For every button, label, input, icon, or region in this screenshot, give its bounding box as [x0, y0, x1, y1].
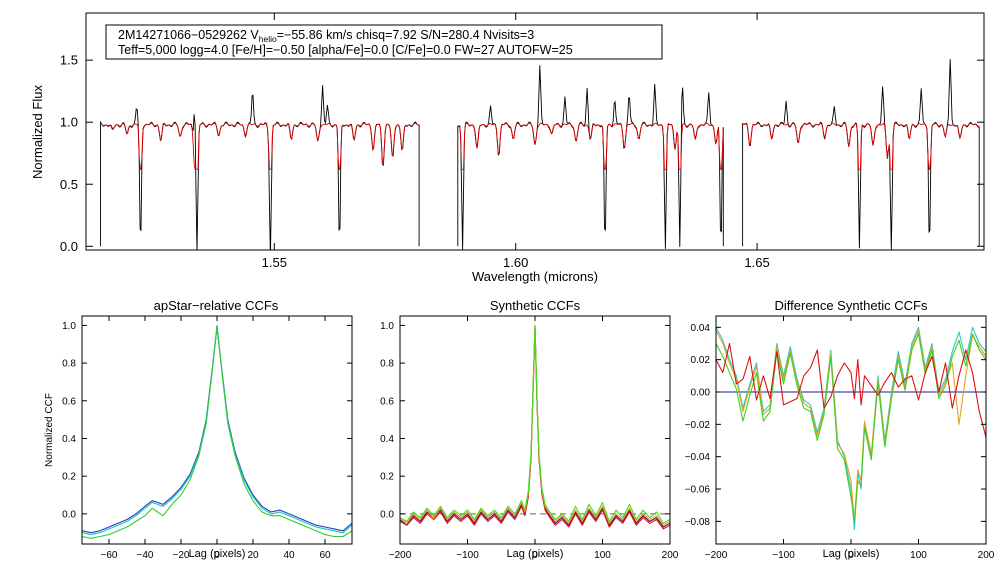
difference-series-red — [716, 342, 986, 438]
spectrum-panel: 1.55 1.60 1.65 0.0 0.5 1.0 1.5 2M14271066−0529… — [30, 12, 985, 284]
apstar-series-green — [82, 324, 352, 539]
difference-frame — [715, 315, 987, 545]
synthetic-y-tick-label: 1.0 — [380, 321, 394, 332]
apstar-y-tick-label: 0.6 — [62, 396, 76, 407]
synthetic-series-green — [400, 324, 670, 524]
apstar-plot-area — [82, 324, 352, 539]
apstar-x-tick-label: −40 — [137, 550, 154, 561]
spectrum-observed-chip-2 — [457, 65, 724, 250]
synthetic-x-tick-label: 100 — [594, 550, 611, 561]
apstar-y-tick-label: 0.4 — [62, 434, 76, 445]
synthetic-x-tick-label: 200 — [662, 550, 679, 561]
spectrum-y-tick-label: 1.0 — [60, 115, 78, 130]
spectrum-y-tick-label: 0.5 — [60, 177, 78, 192]
synthetic-ticks: −200 −100 0 100 200 0.0 0.2 0.4 0.6 0.8 1.0 — [380, 316, 679, 561]
apstar-title: apStar−relative CCFs — [154, 298, 279, 313]
difference-y-tick-label: −0.06 — [685, 485, 711, 496]
apstar-frame — [81, 315, 353, 545]
spectrum-model-chip-3 — [742, 122, 980, 170]
difference-title: Difference Synthetic CCFs — [775, 298, 928, 313]
difference-x-tick-label: 200 — [978, 550, 995, 561]
spectrum-model-chip-2 — [457, 122, 724, 170]
annotation-line-1: 2M14271066−0529262 Vhelio=−55.86 km/s ch… — [118, 28, 534, 44]
apstar-y-tick-label: 0.8 — [62, 359, 76, 370]
synthetic-series-purple — [400, 326, 670, 528]
spectrum-x-tick-label: 1.60 — [503, 255, 528, 270]
synthetic-x-axis-label: Lag (pixels) — [507, 548, 564, 560]
synthetic-y-tick-label: 0.2 — [380, 472, 394, 483]
annotation-frame — [105, 24, 663, 60]
synthetic-x-tick-label: −100 — [456, 550, 479, 561]
synthetic-series-orange — [400, 324, 670, 526]
difference-plot-area — [716, 326, 986, 530]
synthetic-title: Synthetic CCFs — [490, 298, 581, 313]
synthetic-series-red — [400, 324, 670, 530]
apstar-y-tick-label: 1.0 — [62, 321, 76, 332]
difference-y-tick-label: 0.02 — [691, 355, 711, 366]
difference-x-tick-label: −200 — [705, 550, 728, 561]
apstar-x-tick-label: 20 — [247, 550, 259, 561]
synthetic-x-tick-label: 0 — [532, 550, 538, 561]
apstar-x-tick-label: −20 — [173, 550, 190, 561]
spectrum-y-axis-label: Normalized Flux — [30, 85, 45, 179]
difference-x-axis-label: Lag (pixels) — [823, 548, 880, 560]
difference-x-tick-label: 100 — [910, 550, 927, 561]
spectrum-ticks: 1.55 1.60 1.65 0.0 0.5 1.0 1.5 — [60, 13, 984, 270]
difference-ticks: −200 −100 0 100 200 −0.08 −0.06 −0.04 −0.02 0.00 0… — [685, 316, 995, 561]
apstar-y-tick-label: 0.2 — [62, 472, 76, 483]
spectrum-x-tick-label: 1.55 — [262, 255, 287, 270]
spectrum-x-tick-label: 1.65 — [744, 255, 769, 270]
difference-y-tick-label: −0.08 — [685, 517, 711, 528]
apstar-x-tick-label: 60 — [319, 550, 331, 561]
apstar-x-tick-label: −60 — [101, 550, 118, 561]
spectrum-model-chip-1 — [100, 122, 420, 170]
difference-x-tick-label: 0 — [848, 550, 854, 561]
synthetic-y-tick-label: 0.6 — [380, 396, 394, 407]
spectrum-plot-area — [100, 59, 980, 250]
apstar-y-tick-label: 0.0 — [62, 509, 76, 520]
synthetic-ccf-panel: Synthetic CCFs −200 −100 0 100 200 0.0 0.2 0.4 0… — [380, 298, 679, 561]
spectrum-y-tick-label: 0.0 — [60, 239, 78, 254]
difference-ccf-panel: Difference Synthetic CCFs −200 −100 0 100 20… — [685, 298, 995, 561]
synthetic-y-tick-label: 0.4 — [380, 434, 394, 445]
difference-y-tick-label: −0.02 — [685, 420, 711, 431]
apstar-x-tick-label: 0 — [214, 550, 220, 561]
spectrum-x-axis-label: Wavelength (microns) — [472, 269, 598, 284]
apstar-y-axis-label: Normalized CCF — [44, 393, 55, 467]
apstar-x-axis-label: Lag (pixels) — [189, 548, 246, 560]
difference-y-tick-label: 0.04 — [691, 323, 711, 334]
difference-series-green — [716, 333, 986, 522]
spectrum-annotation-box: 2M14271066−0529262 Vhelio=−55.86 km/s ch… — [105, 24, 663, 60]
apstar-x-tick-label: 40 — [283, 550, 295, 561]
spectrum-y-tick-label: 1.5 — [60, 53, 78, 68]
apstar-ccf-panel: apStar−relative CCFs −60 −40 −20 0 20 40 60 0.0… — [44, 298, 353, 561]
apstar-ticks: −60 −40 −20 0 20 40 60 0.0 0.2 0.4 0.6 0.8 1.0 — [62, 316, 352, 561]
difference-y-tick-label: 0.00 — [691, 388, 711, 399]
apstar-series-blue — [82, 326, 352, 534]
synthetic-plot-area — [400, 324, 670, 530]
synthetic-y-tick-label: 0.8 — [380, 359, 394, 370]
apstar-series-cyan — [82, 324, 352, 536]
spectrum-frame — [85, 12, 985, 251]
spectrum-observed-chip-1 — [100, 85, 420, 250]
synthetic-y-tick-label: 0.0 — [380, 509, 394, 520]
synthetic-x-tick-label: −200 — [389, 550, 412, 561]
difference-x-tick-label: −100 — [772, 550, 795, 561]
annotation-line-2: Teff=5,000 logg=4.0 [Fe/H]=−0.50 [alpha/… — [118, 43, 573, 57]
difference-y-tick-label: −0.04 — [685, 452, 711, 463]
